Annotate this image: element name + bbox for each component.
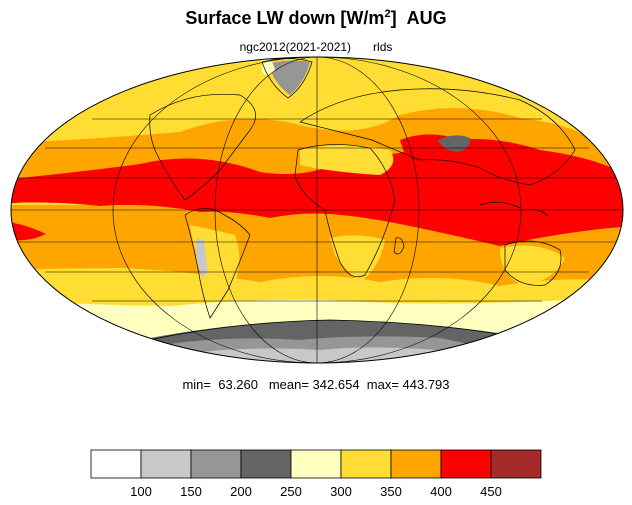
colorbar-box-4	[290, 449, 342, 479]
coast-indonesia	[479, 201, 549, 217]
fill-asia-red	[400, 134, 540, 201]
fill-andes-pale	[196, 238, 208, 278]
colorbar-label-400: 400	[430, 484, 452, 499]
stats-line: min= 63.260 mean= 342.654 max= 443.793	[182, 377, 450, 392]
title-text: Surface LW down [W/m	[185, 8, 385, 28]
map-coastlines	[139, 58, 576, 343]
colorbar-label-100: 100	[130, 484, 152, 499]
colorbar-boxes	[90, 449, 542, 479]
map-gridlines	[11, 56, 623, 364]
fill-pacific-red	[11, 222, 46, 241]
colorbar-label-250: 250	[280, 484, 302, 499]
subtitle-variable: rlds	[373, 40, 393, 54]
colorbar-box-8	[490, 449, 542, 479]
fill-australia-yellow	[500, 245, 565, 285]
map-border	[10, 56, 624, 364]
plot-title: Surface LW down [W/m2] AUG	[0, 8, 632, 29]
coast-eurasia	[299, 88, 576, 186]
colorbar-box-2	[190, 449, 242, 479]
subtitle-run: ngc2012(2021-2021)	[239, 40, 352, 54]
coast-antarctica	[139, 319, 511, 343]
colorbar-box-0	[90, 449, 142, 479]
colorbar-label-200: 200	[230, 484, 252, 499]
colorbar-label-350: 350	[380, 484, 402, 499]
coast-greenland	[261, 58, 313, 99]
colorbar-label-150: 150	[180, 484, 202, 499]
plot-subtitle: ngc2012(2021-2021) rlds	[0, 40, 632, 54]
colorbar-box-3	[240, 449, 292, 479]
colorbar-box-7	[440, 449, 492, 479]
coast-australia	[504, 240, 562, 286]
coast-south-america	[184, 208, 251, 319]
colorbar-box-5	[340, 449, 392, 479]
title-superscript: 2	[384, 8, 391, 20]
fill-sahara-yellow	[300, 145, 394, 175]
title-bracket: ]	[390, 8, 397, 28]
fill-africa-yellow	[330, 235, 385, 282]
colorbar-box-6	[390, 449, 442, 479]
colorbar-label-300: 300	[330, 484, 352, 499]
fill-antarctica-lightgrey	[200, 347, 460, 363]
coast-madagascar	[393, 237, 405, 255]
coast-africa	[294, 144, 396, 278]
colorbar-label-450: 450	[480, 484, 502, 499]
coast-north-america	[149, 93, 256, 201]
colorbar-box-1	[140, 449, 192, 479]
fill-greenland-pale	[262, 59, 275, 76]
title-month: AUG	[406, 8, 447, 28]
fill-greenland-grey	[268, 60, 310, 95]
